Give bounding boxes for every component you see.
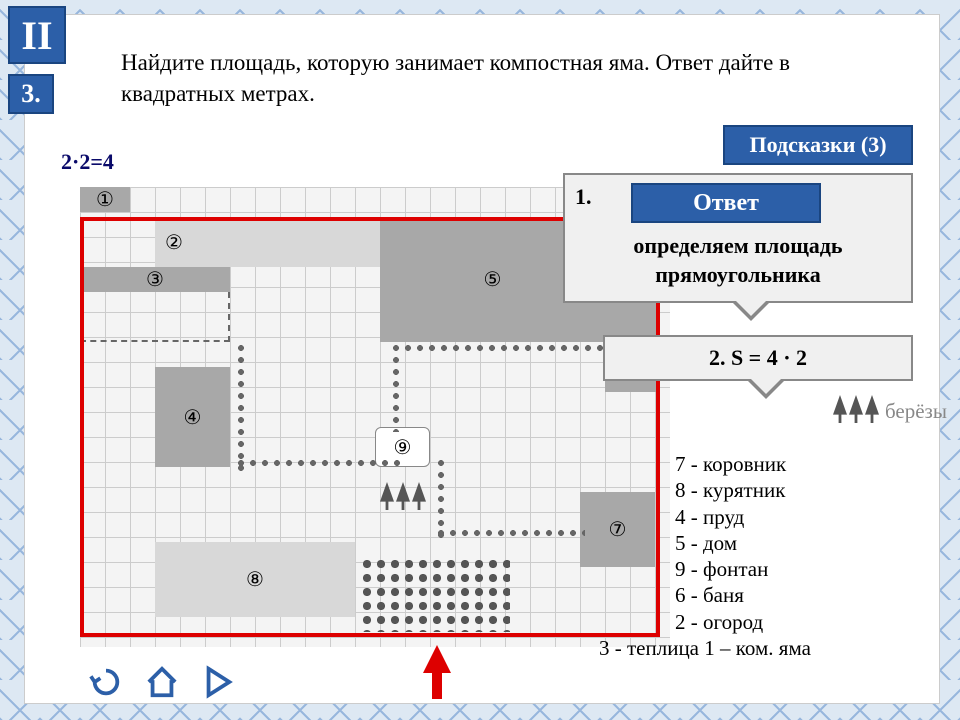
main-panel: Найдите площадь, которую занимает компос… <box>24 14 940 704</box>
hint2-tail <box>748 381 784 399</box>
undo-icon[interactable] <box>87 665 125 699</box>
hint1-tail <box>733 303 769 321</box>
hint1-text: определяем площадь прямоугольника <box>573 232 903 289</box>
trees-outside <box>833 395 879 423</box>
region-1: ① <box>80 187 130 212</box>
home-icon[interactable] <box>143 665 181 699</box>
legend-row: 7 - коровник <box>675 451 811 477</box>
question-text: Найдите площадь, которую занимает компос… <box>121 47 909 109</box>
label-8: ⑧ <box>246 567 264 592</box>
hint1-prefix: 1. <box>575 183 592 212</box>
path-h2 <box>390 342 605 357</box>
label-9: ⑨ <box>394 435 412 460</box>
hint-box-2: 2. S = 4 · 2 <box>603 335 913 381</box>
legend-row: 6 - баня <box>675 582 811 608</box>
formula-top: 2·2=4 <box>61 149 114 175</box>
answer-button[interactable]: Ответ <box>631 183 821 223</box>
label-4: ④ <box>184 405 202 430</box>
label-2: ② <box>165 230 183 255</box>
dot-block <box>360 557 510 632</box>
number-badge: 3. <box>8 74 54 114</box>
legend: 7 - коровник 8 - курятник 4 - пруд 5 - д… <box>675 451 811 661</box>
legend-row: 4 - пруд <box>675 504 811 530</box>
region-4: ④ <box>155 367 230 467</box>
nav-icons <box>87 665 237 699</box>
path-v1 <box>235 342 250 472</box>
hint2-text: 2. S = 4 · 2 <box>709 345 807 371</box>
region-3: ③ <box>80 267 230 292</box>
path-h3 <box>435 527 585 542</box>
label-7: ⑦ <box>609 517 627 542</box>
region-8: ⑧ <box>155 542 355 617</box>
berezy-label: берёзы <box>885 399 947 424</box>
legend-row: 3 - теплица 1 – ком. яма <box>599 635 811 661</box>
trees-center <box>380 482 426 510</box>
label-5: ⑤ <box>484 267 502 292</box>
label-3: ③ <box>146 267 164 292</box>
next-icon[interactable] <box>199 665 237 699</box>
path-h1 <box>235 457 405 472</box>
red-arrow-icon <box>423 645 451 673</box>
region-2: ② <box>155 217 380 267</box>
label-1: ① <box>96 187 114 212</box>
region-3-ext <box>80 292 230 342</box>
legend-row: 2 - огород <box>675 609 811 635</box>
legend-row: 8 - курятник <box>675 477 811 503</box>
legend-row: 5 - дом <box>675 530 811 556</box>
legend-row: 9 - фонтан <box>675 556 811 582</box>
hints-button[interactable]: Подсказки (3) <box>723 125 913 165</box>
region-7: ⑦ <box>580 492 655 567</box>
roman-badge: II <box>8 6 66 64</box>
